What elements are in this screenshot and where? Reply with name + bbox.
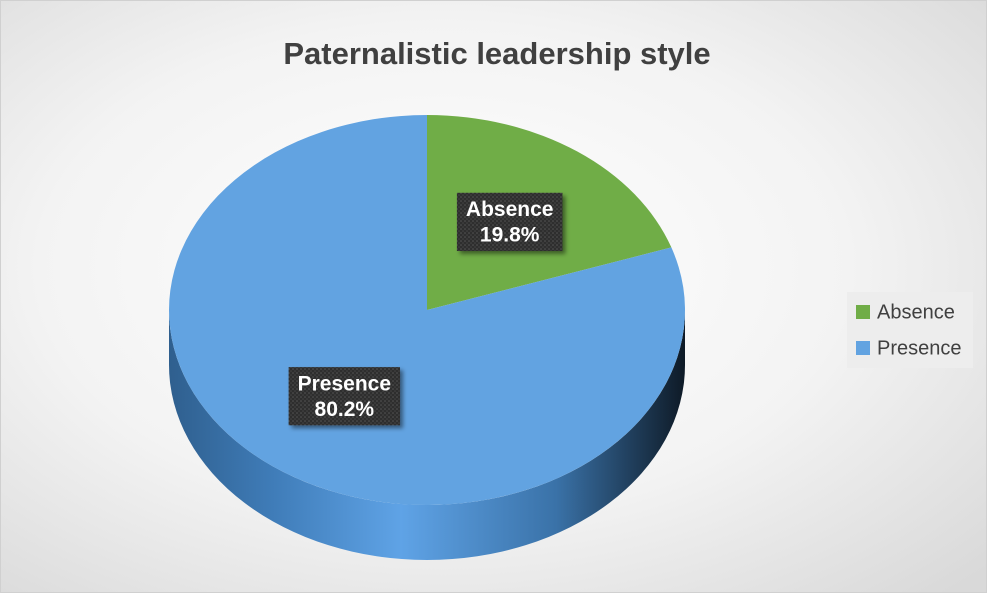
pie-side — [169, 310, 685, 560]
pie — [169, 115, 685, 560]
legend-swatch — [856, 341, 870, 355]
legend-swatch — [856, 305, 870, 319]
data-labels: Absence 19.8% Presence 80.2% — [288, 192, 563, 426]
legend-label: Presence — [877, 337, 962, 359]
data-label-box — [456, 192, 563, 251]
data-label: Presence 80.2% — [288, 367, 401, 426]
data-label-category: Absence — [466, 198, 554, 221]
data-label-text: Absence 19.8% — [466, 198, 554, 246]
data-label-text: Presence 80.2% — [298, 372, 391, 420]
data-label-category: Presence — [298, 372, 391, 395]
data-label-value: 80.2% — [315, 397, 375, 420]
data-label-value: 19.8% — [480, 223, 540, 246]
data-label-box — [288, 367, 401, 426]
legend-label: Absence — [877, 301, 955, 323]
legend: Absence Presence — [856, 301, 962, 359]
legend-box — [847, 292, 973, 368]
chart-title: Paternalistic leadership style — [283, 36, 710, 71]
data-label: Absence 19.8% — [456, 192, 563, 251]
